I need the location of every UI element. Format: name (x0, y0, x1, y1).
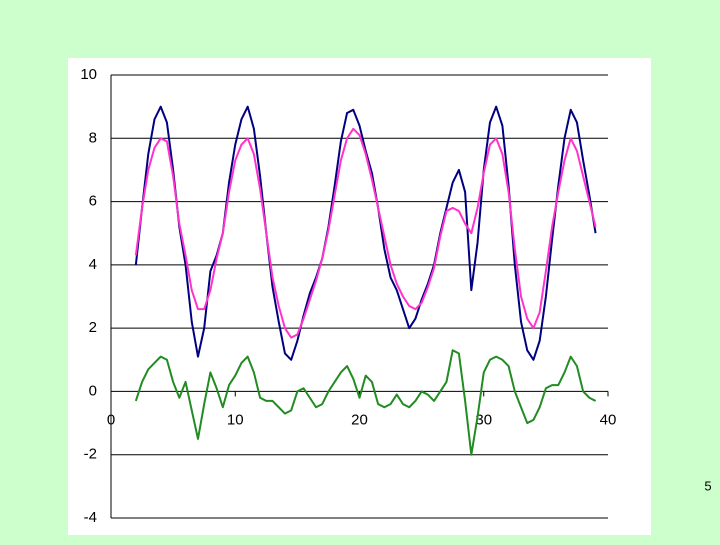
y-tick-label: 8 (89, 129, 97, 146)
data-line (134, 127, 597, 339)
slide-number: 5 (704, 478, 711, 493)
x-tick-label: 30 (475, 411, 492, 428)
y-tick-label: 4 (89, 256, 97, 273)
y-tick-label: 10 (80, 66, 97, 83)
x-tick-label: 40 (600, 411, 617, 428)
x-tick-label: 0 (107, 411, 115, 428)
x-tick-label: 20 (351, 411, 368, 428)
y-tick-label: -4 (84, 509, 97, 526)
y-tick-label: -2 (84, 446, 97, 463)
x-tick-label: 10 (227, 411, 244, 428)
y-tick-label: 0 (89, 382, 97, 399)
y-tick-label: 6 (89, 193, 97, 210)
data-line (134, 349, 597, 456)
y-tick-label: 2 (89, 319, 97, 336)
